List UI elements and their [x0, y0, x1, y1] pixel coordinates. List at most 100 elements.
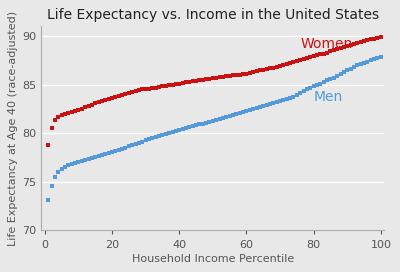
Point — [116, 94, 122, 98]
Point — [361, 61, 367, 65]
Point — [280, 98, 287, 102]
Point — [62, 165, 68, 169]
Point — [314, 82, 320, 87]
Point — [200, 121, 206, 126]
Point — [334, 47, 340, 51]
Point — [203, 120, 209, 125]
Point — [264, 103, 270, 107]
Point — [79, 159, 85, 164]
Point — [267, 66, 273, 70]
Point — [223, 74, 230, 78]
Point — [210, 76, 216, 80]
Point — [45, 143, 52, 147]
Point — [348, 43, 354, 47]
Point — [307, 55, 314, 60]
Point — [152, 85, 159, 90]
Point — [119, 147, 125, 151]
Point — [82, 158, 88, 163]
Point — [146, 137, 152, 141]
Point — [264, 67, 270, 71]
Point — [48, 184, 55, 188]
X-axis label: Household Income Percentile: Household Income Percentile — [132, 254, 294, 264]
Point — [52, 175, 58, 179]
Point — [257, 68, 263, 72]
Point — [169, 82, 176, 87]
Point — [163, 132, 169, 136]
Point — [166, 131, 172, 135]
Point — [92, 101, 98, 105]
Point — [260, 68, 266, 72]
Point — [68, 110, 75, 114]
Point — [220, 116, 226, 120]
Point — [72, 109, 78, 113]
Point — [334, 74, 340, 78]
Point — [72, 161, 78, 166]
Point — [99, 99, 105, 103]
Point — [351, 65, 357, 69]
Point — [92, 154, 98, 159]
Point — [358, 40, 364, 44]
Point — [230, 113, 236, 117]
Point — [243, 109, 250, 113]
Point — [52, 118, 58, 122]
Point — [180, 81, 186, 85]
Point — [327, 77, 334, 81]
Point — [193, 79, 199, 83]
Point — [109, 150, 115, 154]
Point — [277, 99, 283, 103]
Title: Life Expectancy vs. Income in the United States: Life Expectancy vs. Income in the United… — [47, 8, 379, 22]
Point — [112, 149, 119, 153]
Point — [183, 79, 189, 84]
Point — [132, 89, 139, 94]
Point — [163, 84, 169, 88]
Point — [216, 116, 223, 121]
Point — [132, 142, 139, 146]
Point — [253, 106, 260, 110]
Point — [226, 74, 233, 78]
Point — [310, 84, 317, 88]
Point — [277, 64, 283, 68]
Point — [240, 110, 246, 114]
Point — [371, 37, 377, 41]
Point — [364, 38, 371, 42]
Point — [304, 56, 310, 61]
Point — [317, 52, 324, 57]
Point — [75, 160, 82, 165]
Point — [294, 93, 300, 97]
Point — [327, 48, 334, 53]
Text: Women: Women — [300, 37, 352, 51]
Point — [68, 162, 75, 166]
Point — [257, 105, 263, 109]
Point — [122, 146, 129, 150]
Point — [176, 82, 182, 86]
Point — [267, 102, 273, 106]
Point — [213, 76, 220, 80]
Point — [106, 97, 112, 101]
Point — [348, 67, 354, 71]
Point — [149, 136, 156, 140]
Point — [344, 44, 350, 48]
Point — [233, 73, 240, 77]
Point — [320, 79, 327, 84]
Point — [378, 55, 384, 60]
Point — [190, 79, 196, 83]
Point — [196, 122, 203, 127]
Point — [176, 128, 182, 132]
Point — [337, 72, 344, 76]
Point — [284, 97, 290, 101]
Point — [364, 60, 371, 64]
Point — [173, 82, 179, 86]
Point — [331, 47, 337, 52]
Point — [96, 153, 102, 158]
Point — [368, 58, 374, 63]
Y-axis label: Life Expectancy at Age 40 (race-adjusted): Life Expectancy at Age 40 (race-adjusted… — [8, 11, 18, 246]
Point — [146, 86, 152, 91]
Point — [180, 127, 186, 132]
Point — [223, 115, 230, 119]
Point — [142, 87, 149, 92]
Point — [374, 56, 381, 61]
Point — [287, 61, 293, 65]
Point — [274, 65, 280, 69]
Point — [361, 39, 367, 43]
Point — [136, 88, 142, 93]
